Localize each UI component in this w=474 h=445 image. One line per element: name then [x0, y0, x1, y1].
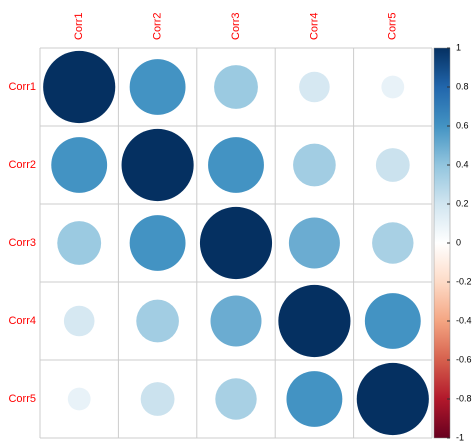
colorbar-tick-label: -0.8	[456, 393, 472, 403]
corr-circle	[286, 371, 343, 427]
corr-circle	[364, 293, 421, 349]
colorbar-tick-label: 0.4	[456, 159, 469, 169]
corr-circle	[288, 217, 340, 269]
corr-circle	[140, 382, 175, 416]
corr-circle	[129, 59, 186, 115]
corr-circle	[63, 305, 95, 337]
corr-circle	[43, 50, 116, 124]
row-label: Corr3	[8, 237, 36, 249]
colorbar-tick-label: 0.2	[456, 198, 469, 208]
column-label: Corr5	[387, 12, 399, 40]
column-label: Corr3	[230, 12, 242, 40]
corr-circle	[199, 206, 273, 280]
corr-circle	[129, 215, 186, 271]
corr-circle	[208, 137, 264, 193]
colorbar-tick-label: 1	[456, 42, 461, 52]
corr-circle	[136, 299, 179, 343]
corr-circle	[375, 148, 410, 182]
corr-circle	[121, 128, 194, 202]
row-label: Corr4	[8, 315, 36, 327]
row-label: Corr5	[8, 393, 36, 405]
colorbar-tick-label: -0.2	[456, 276, 472, 286]
row-label: Corr2	[8, 159, 36, 171]
row-label: Corr1	[8, 81, 36, 93]
corr-circle	[278, 284, 351, 358]
corr-circle	[67, 387, 91, 411]
colorbar-tick-label: 0.8	[456, 81, 469, 91]
column-label: Corr1	[73, 12, 85, 40]
corr-circle	[299, 71, 330, 103]
column-label: Corr4	[308, 12, 320, 40]
colorbar-tick-label: -0.6	[456, 354, 472, 364]
colorbar-tick-label: 0.6	[456, 120, 469, 130]
corr-circle	[372, 222, 414, 264]
corr-circle	[381, 75, 405, 99]
corr-circle	[356, 362, 429, 436]
colorbar-tick-label: -0.4	[456, 315, 472, 325]
colorbar-tick-label: -1	[456, 432, 464, 442]
corr-circle	[51, 137, 108, 193]
corr-circle	[210, 295, 262, 347]
column-label: Corr2	[152, 12, 164, 40]
corr-circle	[215, 378, 257, 420]
colorbar-tick-label: 0	[456, 237, 461, 247]
corr-circle	[57, 221, 102, 265]
corr-circle	[214, 65, 258, 109]
corr-circle	[293, 143, 336, 187]
